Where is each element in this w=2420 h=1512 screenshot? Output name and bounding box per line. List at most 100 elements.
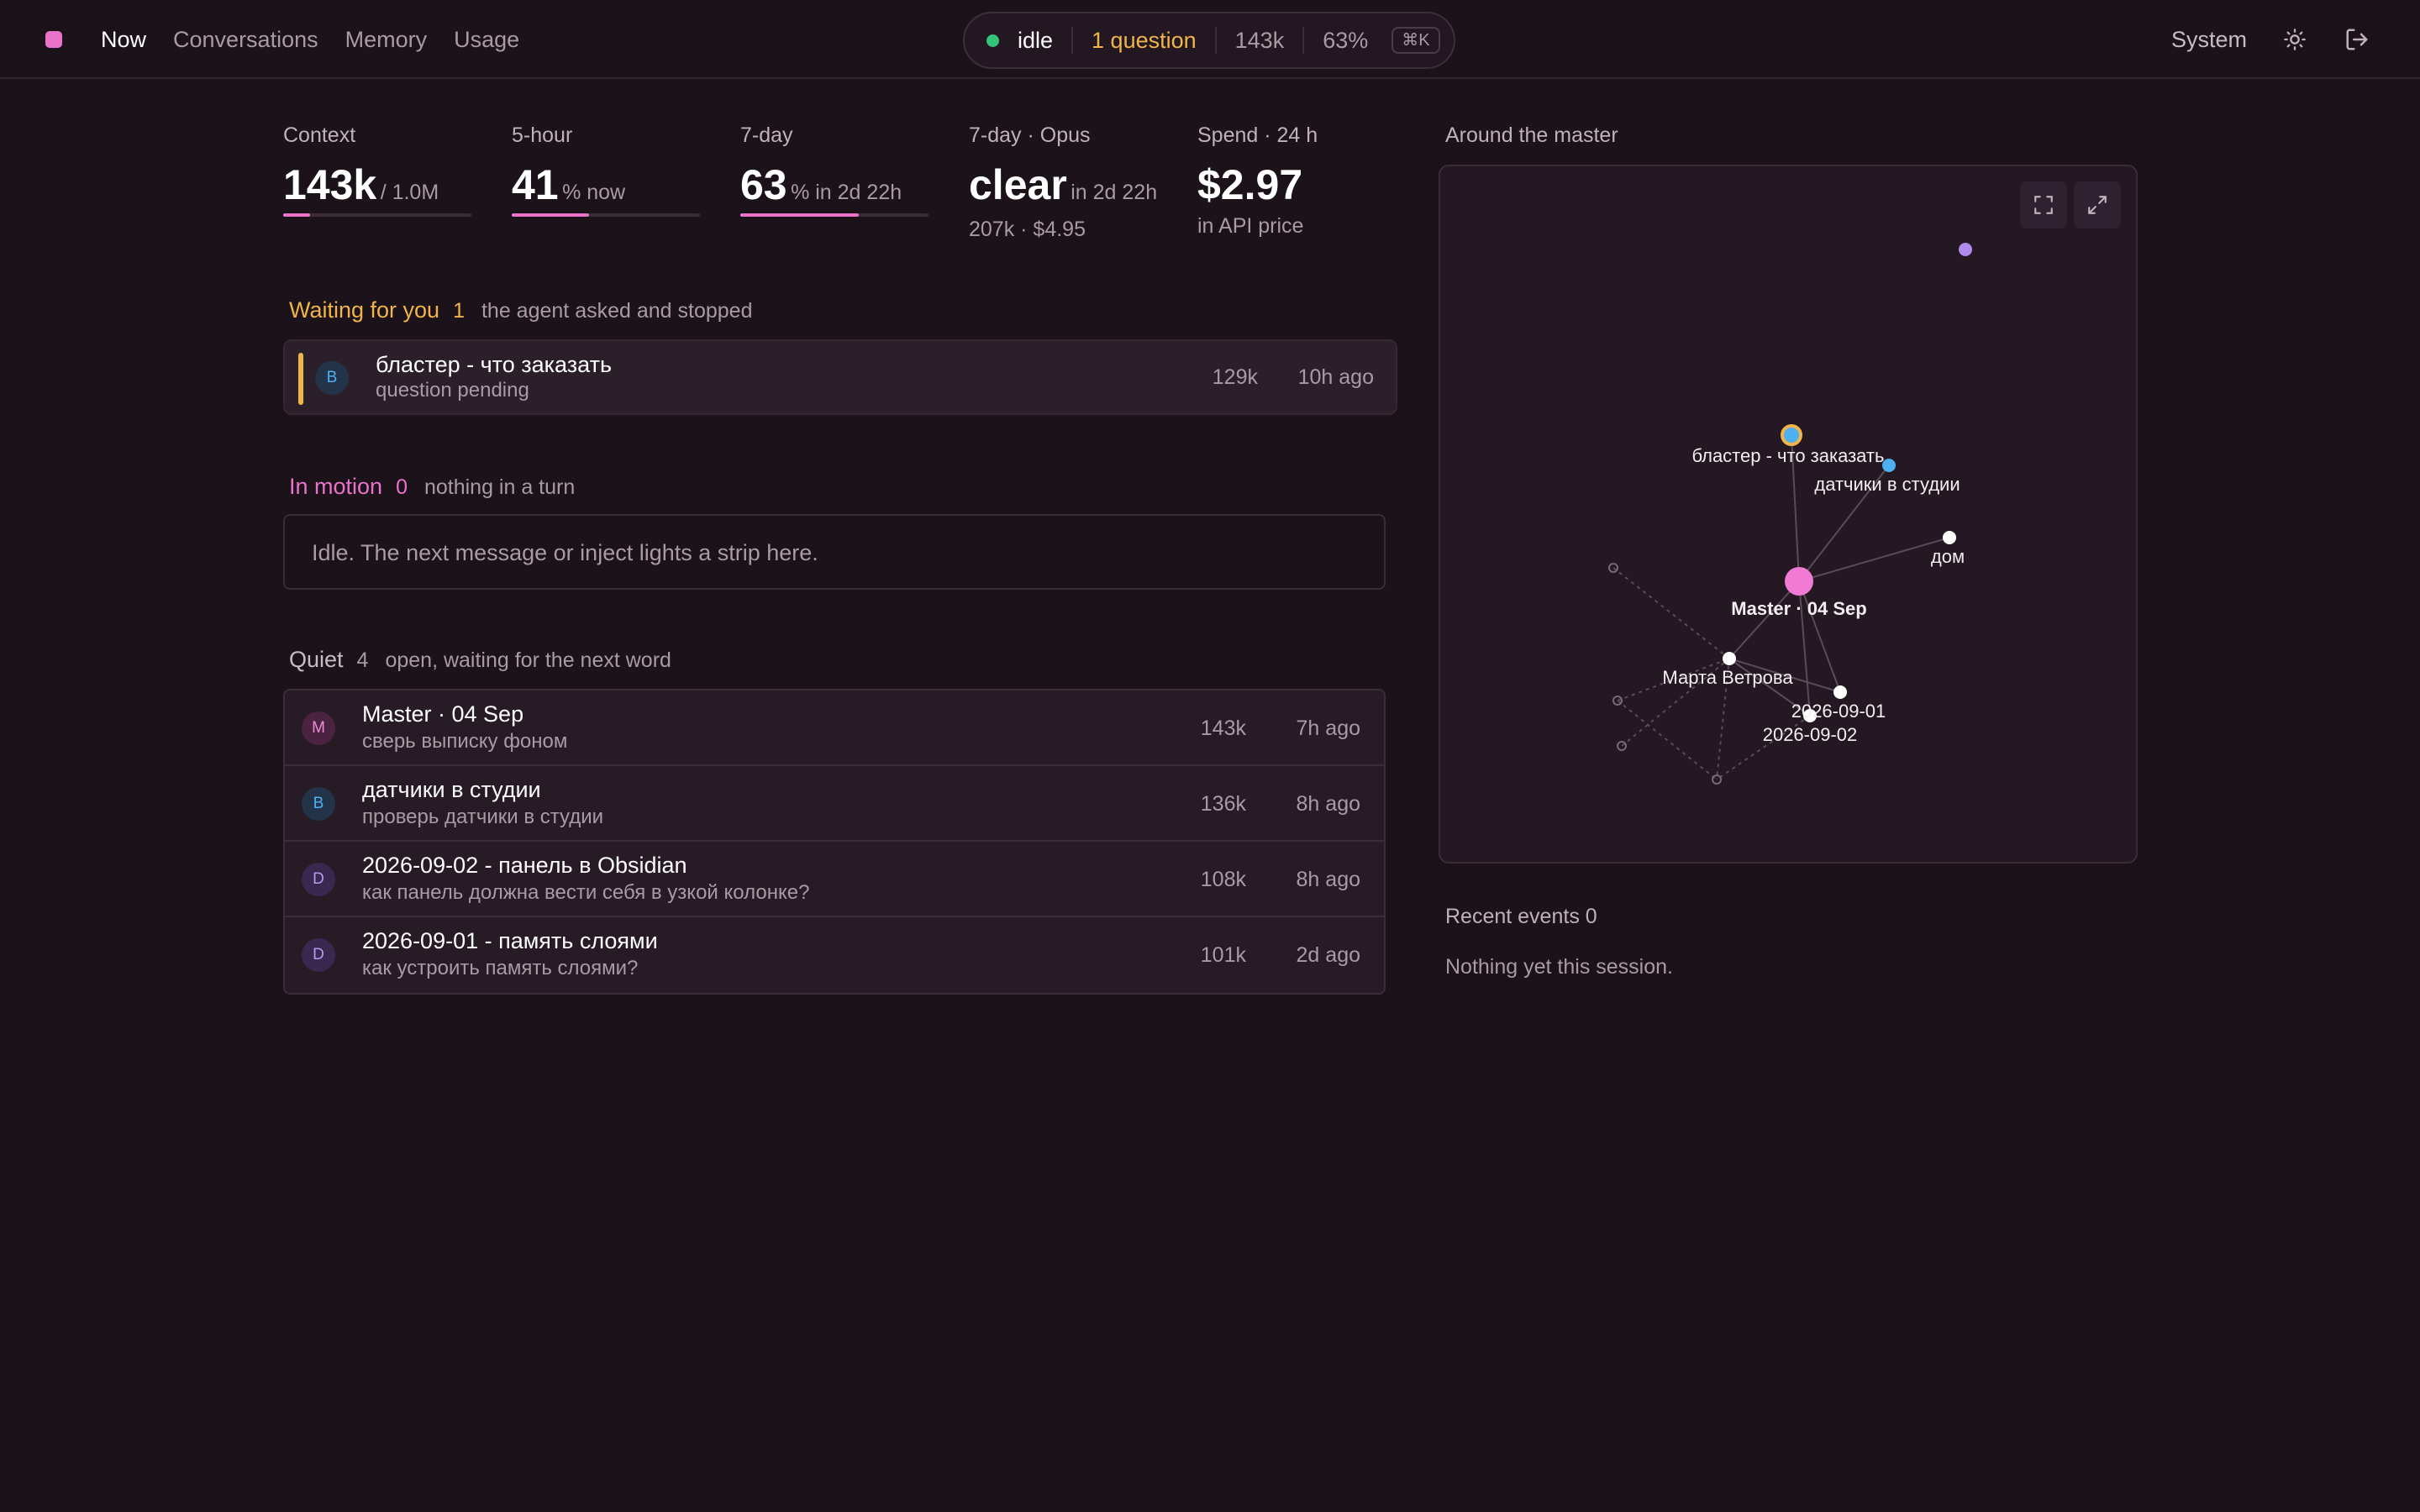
graph-node-master bbox=[1785, 567, 1813, 596]
conversation-subtitle: как устроить память слоями? bbox=[362, 957, 639, 979]
graph-label-marta: Марта Ветрова bbox=[1662, 667, 1793, 688]
section-count: 1 bbox=[453, 299, 465, 323]
nav-item-memory[interactable]: Memory bbox=[345, 27, 428, 52]
stat-label: 5-hour bbox=[512, 123, 573, 147]
graph-edge bbox=[1798, 465, 1890, 582]
stat-spend: Spend · 24 h $2.97 in API price bbox=[1197, 123, 1318, 239]
graph-edge bbox=[1791, 434, 1800, 582]
section-subtitle: nothing in a turn bbox=[424, 475, 576, 499]
logout-icon[interactable] bbox=[2343, 25, 2371, 54]
graph-node-ghost bbox=[1608, 563, 1618, 573]
status-pill[interactable]: idle 1 question 143k 63% ⌘K bbox=[963, 12, 1455, 69]
waiting-conversation-row[interactable]: B бластер - что заказать question pendin… bbox=[283, 339, 1397, 415]
progress-fill bbox=[512, 213, 589, 217]
command-shortcut[interactable]: ⌘K bbox=[1392, 27, 1440, 54]
conversation-title: датчики в студии bbox=[362, 777, 541, 802]
stat-five-hour: 5-hour 41 % now bbox=[512, 123, 700, 217]
time-ago: 7h ago bbox=[1296, 717, 1360, 740]
pill-divider bbox=[1214, 27, 1217, 54]
stat-unit: in 2d 22h bbox=[1071, 181, 1158, 204]
graph-edges bbox=[1728, 434, 1950, 717]
main-nav: Now Conversations Memory Usage bbox=[101, 25, 519, 54]
graph-edge bbox=[1728, 658, 1841, 693]
progress-fill bbox=[283, 213, 311, 217]
graph-node-date-0902 bbox=[1803, 709, 1817, 722]
graph-edge bbox=[1617, 700, 1718, 780]
nav-item-conversations[interactable]: Conversations bbox=[173, 27, 318, 52]
status-questions[interactable]: 1 question bbox=[1092, 28, 1197, 53]
conversation-status: question pending bbox=[376, 379, 529, 402]
graph-label-master: Master · 04 Sep bbox=[1731, 598, 1866, 619]
avatar: M bbox=[302, 711, 335, 745]
stat-unit: / 1.0M bbox=[380, 181, 439, 204]
time-ago: 8h ago bbox=[1296, 792, 1360, 816]
graph-label-sensors: датчики в студии bbox=[1814, 474, 1960, 495]
graph-edge bbox=[1798, 537, 1950, 582]
token-count: 143k bbox=[1200, 717, 1246, 740]
app-logo[interactable] bbox=[45, 31, 62, 48]
stat-value-row: 143k / 1.0M bbox=[283, 160, 471, 210]
conversation-title: 2026-09-02 - панель в Obsidian bbox=[362, 853, 687, 878]
stat-value-row: $2.97 bbox=[1197, 160, 1318, 210]
avatar: B bbox=[315, 361, 349, 395]
graph-node-date-0901 bbox=[1833, 685, 1847, 699]
stat-label: Spend · 24 h bbox=[1197, 123, 1318, 147]
conversation-row[interactable]: D 2026-09-02 - панель в Obsidian как пан… bbox=[285, 842, 1384, 917]
recent-events-title: Recent events bbox=[1445, 905, 1580, 928]
graph-node-ghost bbox=[1712, 774, 1722, 785]
nav-item-now[interactable]: Now bbox=[101, 27, 147, 52]
progress-fill bbox=[740, 213, 860, 217]
graph-edge bbox=[1728, 658, 1811, 717]
status-dot bbox=[986, 34, 999, 47]
section-title: Waiting for you bbox=[289, 297, 440, 323]
graph-edge bbox=[1798, 580, 1841, 693]
graph-label-date-0902: 2026-09-02 bbox=[1763, 724, 1858, 745]
stat-value-row: 41 % now bbox=[512, 160, 700, 210]
conversation-row[interactable]: M Master · 04 Sep сверь выписку фоном 14… bbox=[285, 690, 1384, 766]
expand-icon[interactable] bbox=[2074, 181, 2121, 228]
top-right-controls: System bbox=[2171, 25, 2371, 54]
stat-value: clear bbox=[969, 161, 1067, 208]
conversation-subtitle: проверь датчики в студии bbox=[362, 806, 604, 828]
stat-value-row: 63 % in 2d 22h bbox=[740, 160, 929, 210]
graph-node-question bbox=[1781, 424, 1802, 446]
graph-node-ghost bbox=[1617, 741, 1627, 751]
master-graph-panel[interactable]: бластер - что заказать датчики в студии … bbox=[1439, 165, 2138, 864]
nav-item-usage[interactable]: Usage bbox=[454, 27, 520, 52]
section-count: 4 bbox=[356, 648, 369, 672]
sun-icon[interactable] bbox=[2281, 25, 2309, 54]
graph-node-sensors bbox=[1882, 459, 1896, 472]
conversation-title: бластер - что заказать bbox=[376, 352, 613, 377]
stat-value: 41 bbox=[512, 161, 559, 208]
stat-context: Context 143k / 1.0M bbox=[283, 123, 471, 217]
stat-sub: 207k · $4.95 bbox=[969, 218, 1086, 241]
status-tokens: 143k bbox=[1234, 28, 1285, 53]
five-hour-progress-bar bbox=[512, 213, 700, 217]
graph-label-date-0901: 2026-09-01 bbox=[1791, 701, 1886, 722]
status-percent: 63% bbox=[1323, 28, 1369, 53]
time-ago: 10h ago bbox=[1297, 365, 1374, 389]
graph-edge bbox=[1621, 658, 1730, 747]
relationship-graph[interactable]: бластер - что заказать датчики в студии … bbox=[1440, 166, 2136, 862]
avatar: B bbox=[302, 787, 335, 821]
graph-label-home: дом bbox=[1931, 546, 1965, 567]
quiet-conversation-list: M Master · 04 Sep сверь выписку фоном 14… bbox=[283, 689, 1386, 995]
graph-dashed-edges bbox=[1612, 567, 1811, 780]
section-subtitle: open, waiting for the next word bbox=[385, 648, 671, 672]
token-count: 136k bbox=[1200, 792, 1246, 816]
conversation-row[interactable]: B датчики в студии проверь датчики в сту… bbox=[285, 766, 1384, 842]
fit-view-icon[interactable] bbox=[2020, 181, 2067, 228]
conversation-subtitle: сверь выписку фоном bbox=[362, 730, 568, 753]
graph-edge bbox=[1798, 580, 1811, 717]
stat-label: 7-day bbox=[740, 123, 793, 147]
conversation-row[interactable]: D 2026-09-01 - память слоями как устроит… bbox=[285, 917, 1384, 993]
time-ago: 2d ago bbox=[1296, 943, 1360, 967]
token-count: 108k bbox=[1200, 868, 1246, 891]
recent-events-count: 0 bbox=[1585, 905, 1597, 928]
section-title: Quiet bbox=[289, 647, 344, 672]
theme-system-label[interactable]: System bbox=[2170, 27, 2247, 52]
stat-label: Context bbox=[283, 123, 356, 147]
graph-label-blaster: бластер - что заказать bbox=[1692, 445, 1885, 466]
section-title: In motion bbox=[289, 474, 383, 499]
section-count: 0 bbox=[396, 475, 408, 499]
